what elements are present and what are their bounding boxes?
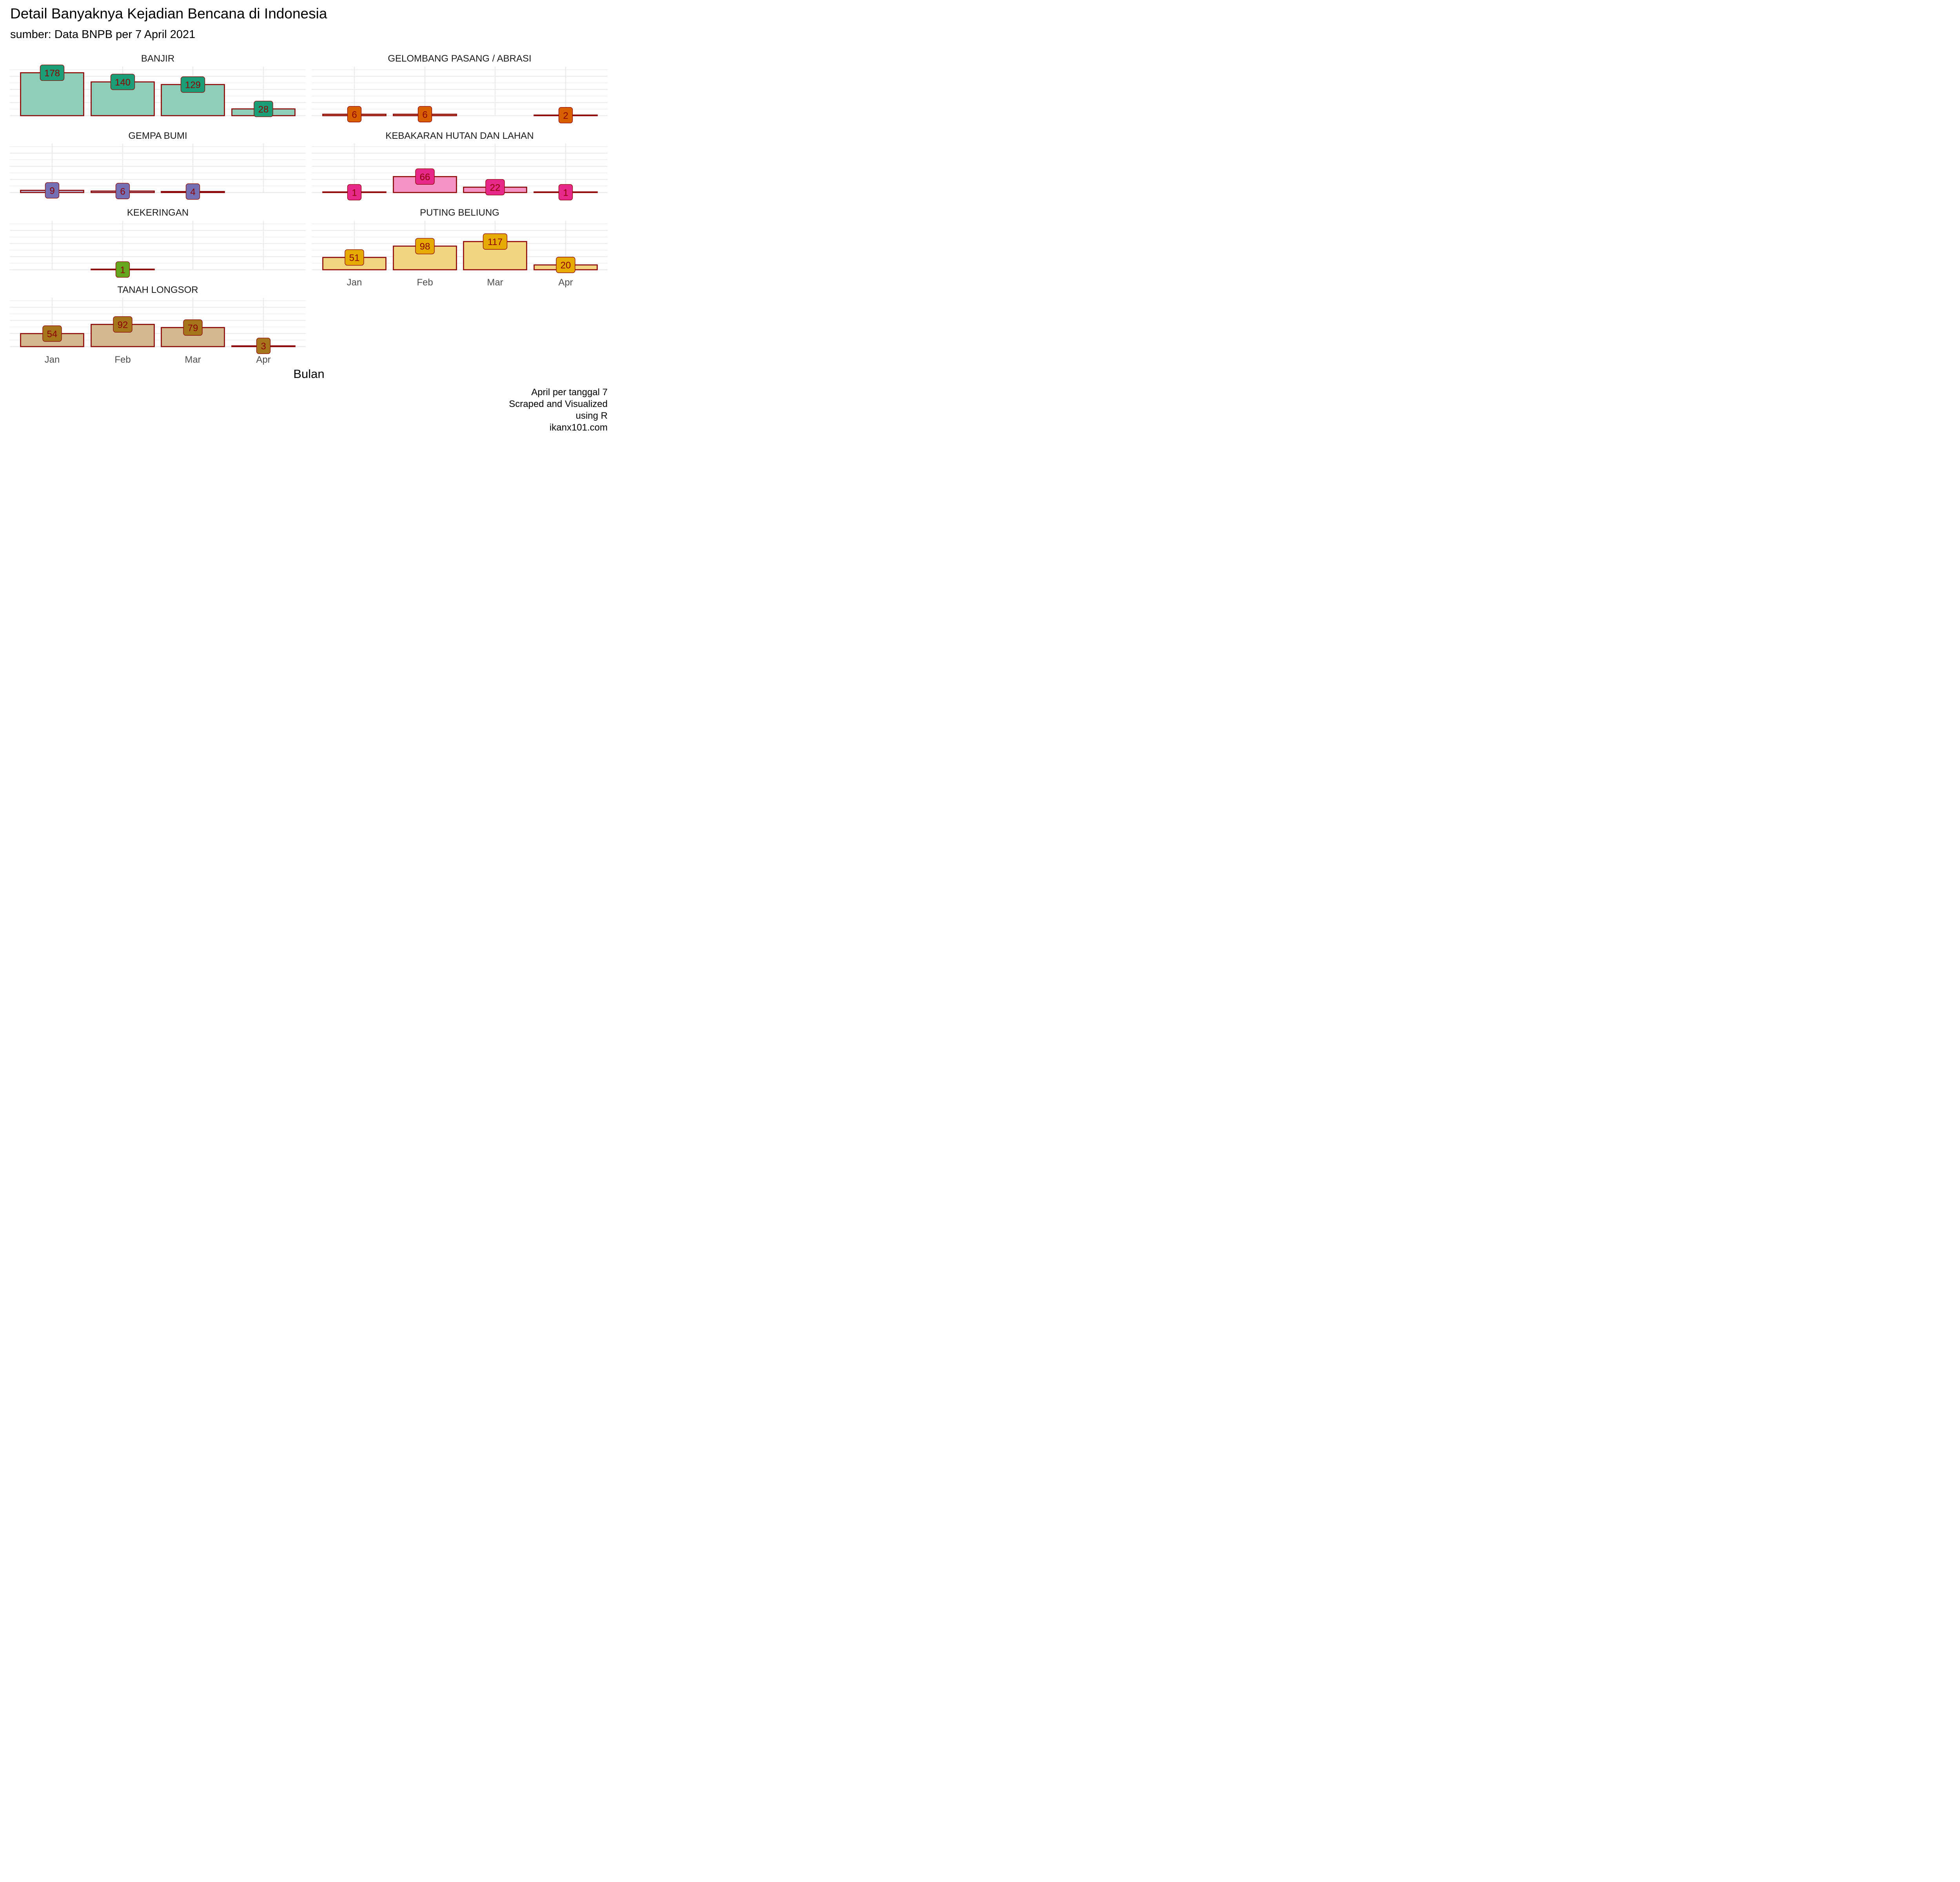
- data-label-box: [254, 101, 273, 117]
- data-label-box: [40, 64, 65, 81]
- x-tick-label: Mar: [487, 277, 503, 288]
- data-label: 9: [49, 185, 54, 196]
- caption-line: using R: [576, 411, 608, 421]
- data-label-box: [115, 261, 130, 278]
- data-label: 51: [349, 253, 360, 263]
- data-label-box: [183, 319, 203, 336]
- data-label: 92: [118, 320, 128, 330]
- x-tick-label: Feb: [114, 354, 131, 365]
- data-label-box: [113, 316, 132, 333]
- chart-svg: Detail Banyaknya Kejadian Bencana di Ind…: [10, 5, 608, 433]
- data-label: 6: [120, 186, 125, 197]
- x-tick-label: Apr: [256, 354, 270, 365]
- data-label: 22: [490, 182, 501, 193]
- data-label: 178: [44, 68, 60, 79]
- data-label: 54: [47, 329, 58, 340]
- data-label: 1: [563, 187, 568, 198]
- data-label: 1: [120, 265, 125, 275]
- data-label-box: [415, 238, 435, 254]
- facet-panel: TANAH LONGSOR 54 92 79 3: [10, 285, 306, 354]
- data-label-box: [558, 184, 573, 201]
- data-label: 140: [115, 77, 131, 88]
- data-label-box: [45, 182, 60, 199]
- data-label: 28: [258, 104, 269, 115]
- facet-panel: BANJIR 178 140 129 28: [10, 53, 306, 117]
- chart: Detail Banyaknya Kejadian Bencana di Ind…: [0, 0, 615, 439]
- data-label: 129: [185, 80, 201, 91]
- facet-panel: KEBAKARAN HUTAN DAN LAHAN 1 66 22 1: [312, 131, 608, 201]
- data-label: 3: [261, 341, 266, 352]
- caption-line: Scraped and Visualized: [509, 399, 608, 409]
- data-label-box: [180, 76, 205, 93]
- data-label-box: [417, 106, 432, 122]
- data-label: 6: [422, 109, 427, 120]
- data-label: 98: [420, 242, 430, 252]
- chart-title: Detail Banyaknya Kejadian Bencana di Ind…: [10, 5, 327, 22]
- x-tick-label: Jan: [45, 354, 60, 365]
- data-label-box: [115, 183, 130, 199]
- data-label: 2: [563, 111, 568, 121]
- data-label-box: [556, 257, 575, 273]
- data-label-box: [558, 107, 573, 124]
- data-label: 4: [190, 187, 195, 198]
- data-label-box: [483, 233, 508, 250]
- facet-label: GELOMBANG PASANG / ABRASI: [388, 53, 531, 64]
- x-tick-label: Apr: [558, 277, 573, 288]
- facet-panel: PUTING BELIUNG 51 98 117 20: [312, 207, 608, 273]
- data-label: 6: [352, 109, 357, 120]
- data-label: 117: [488, 237, 503, 247]
- facet-label: BANJIR: [141, 53, 174, 64]
- caption-line: April per tanggal 7: [531, 387, 608, 398]
- x-axis-title: Bulan: [293, 367, 324, 381]
- data-label: 1: [352, 187, 357, 198]
- facet-panel: GELOMBANG PASANG / ABRASI 6 6 2: [312, 53, 608, 124]
- x-tick-label: Mar: [185, 354, 201, 365]
- x-tick-label: Jan: [347, 277, 362, 288]
- data-label-box: [347, 184, 362, 201]
- data-label-box: [42, 325, 62, 342]
- data-label: 79: [188, 323, 198, 333]
- caption-line: ikanx101.com: [550, 422, 608, 433]
- data-label: 66: [420, 172, 430, 182]
- facet-label: GEMPA BUMI: [128, 131, 187, 141]
- data-label-box: [415, 168, 435, 185]
- facet-label: KEBAKARAN HUTAN DAN LAHAN: [385, 131, 534, 141]
- data-label-box: [345, 249, 364, 266]
- chart-subtitle: sumber: Data BNPB per 7 April 2021: [10, 28, 195, 41]
- facet-label: KEKERINGAN: [127, 207, 189, 218]
- x-tick-label: Feb: [417, 277, 433, 288]
- data-label-box: [256, 338, 271, 354]
- data-label: 20: [561, 260, 571, 271]
- data-label-box: [485, 179, 505, 196]
- data-label-box: [110, 74, 135, 90]
- facet-panel: KEKERINGAN 1: [10, 207, 306, 278]
- facet-label: PUTING BELIUNG: [420, 207, 499, 218]
- data-label-box: [347, 106, 362, 122]
- facet-label: TANAH LONGSOR: [117, 285, 198, 295]
- data-label-box: [185, 183, 200, 200]
- facet-panel: GEMPA BUMI 9 6 4: [10, 131, 306, 200]
